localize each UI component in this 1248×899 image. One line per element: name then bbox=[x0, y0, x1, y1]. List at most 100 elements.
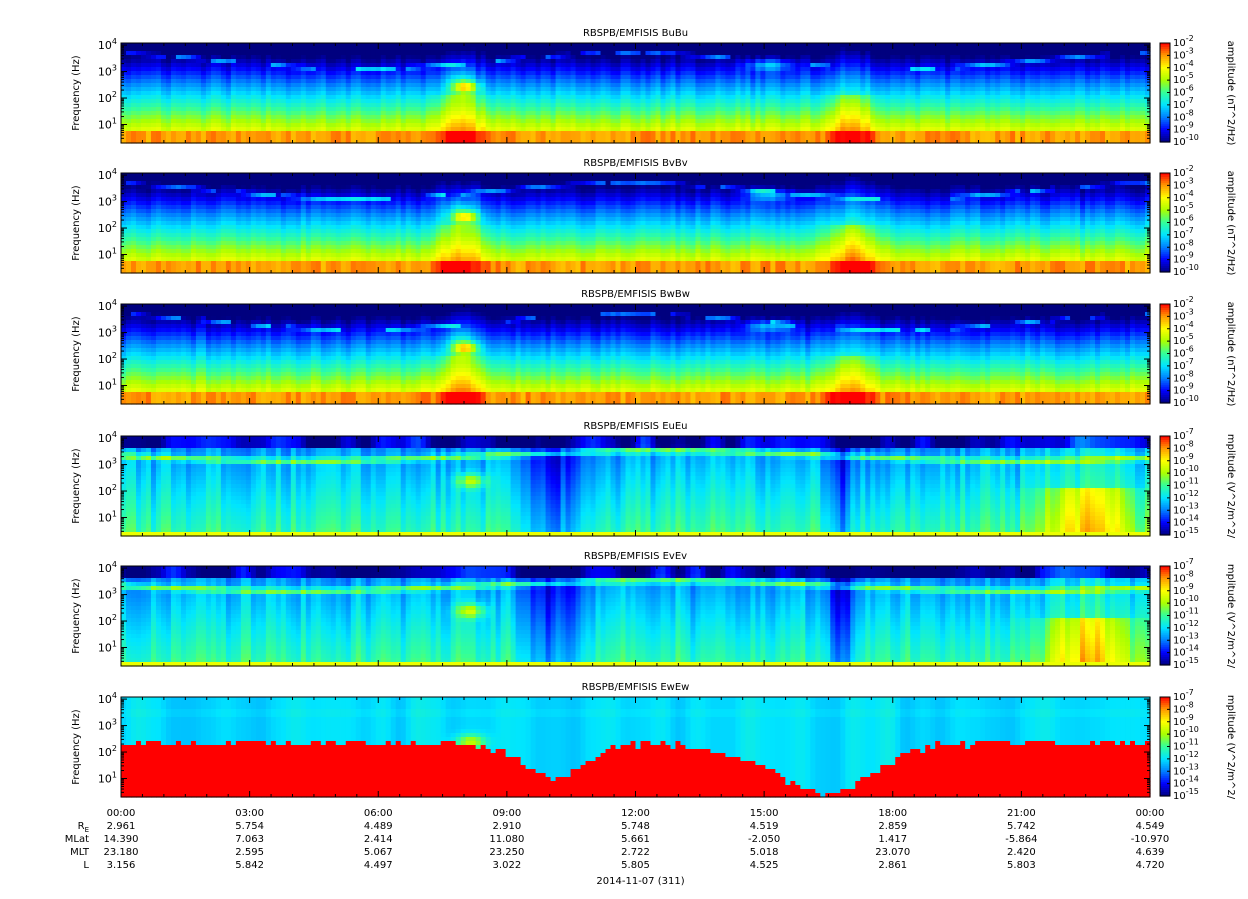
colorbar: 10-710-810-910-1010-1110-1210-1310-1410-… bbox=[1160, 427, 1236, 541]
date-label: 2014-11-07 (311) bbox=[596, 876, 684, 887]
ephemeris-value: -2.050 bbox=[748, 834, 780, 845]
y-tick-label: 101 bbox=[98, 116, 117, 131]
ephemeris-value: 2.414 bbox=[364, 834, 393, 845]
y-tick-label: 102 bbox=[98, 90, 117, 105]
ephemeris-value: 5.661 bbox=[621, 834, 650, 845]
spectrogram-panel-1: RBSPB/EMFISIS BuBu 104 103 102 101 Frequency … bbox=[71, 28, 1236, 148]
ephemeris-value: 2.861 bbox=[878, 860, 907, 871]
y-tick-label: 101 bbox=[98, 639, 117, 654]
y-tick-label: 102 bbox=[98, 351, 117, 366]
y-tick-label: 102 bbox=[98, 483, 117, 498]
ephemeris-value: 3.022 bbox=[493, 860, 522, 871]
y-tick-label: 103 bbox=[98, 457, 117, 472]
spectrogram-panel-2: RBSPB/EMFISIS BvBv104103102101Frequency … bbox=[71, 158, 1236, 278]
spectrogram-image bbox=[121, 43, 1151, 144]
ephemeris-value: 2.420 bbox=[1007, 847, 1036, 858]
ephemeris-value: 4.489 bbox=[364, 821, 393, 832]
y-axis-label: Frequency (Hz) bbox=[71, 55, 82, 131]
ephemeris-value: 5.067 bbox=[364, 847, 393, 858]
ephemeris-value: 4.497 bbox=[364, 860, 393, 871]
spectrogram-image bbox=[121, 173, 1151, 274]
x-tick-label: 15:00 bbox=[750, 808, 779, 819]
panel-title: RBSPB/EMFISIS EwEw bbox=[582, 682, 690, 693]
y-axis-label: Frequency (Hz) bbox=[71, 448, 82, 524]
ephemeris-value: 5.803 bbox=[1007, 860, 1036, 871]
ephemeris-value: 5.842 bbox=[235, 860, 264, 871]
colorbar: 10-710-810-910-1010-1110-1210-1310-1410-… bbox=[1160, 557, 1236, 671]
panel-title: RBSPB/EMFISIS BvBv bbox=[583, 158, 687, 169]
spectrogram-panel-5: RBSPB/EMFISIS EvEv 104 103 102 101 Frequency … bbox=[71, 551, 1236, 671]
colorbar-label: amplitude (nT^2/Hz) bbox=[1225, 41, 1236, 146]
ephemeris-value: 5.805 bbox=[621, 860, 650, 871]
y-tick-label: 103 bbox=[98, 718, 117, 733]
y-tick-label: 102 bbox=[98, 744, 117, 759]
colorbar: 10-210-310-410-510-610-710-810-910-10 amp… bbox=[1160, 295, 1236, 409]
ephemeris-value: 23.250 bbox=[489, 847, 524, 858]
y-tick-label: 104 bbox=[98, 691, 117, 706]
ephemeris-value: 4.525 bbox=[750, 860, 779, 871]
panel-title: RBSPB/EMFISIS EvEv bbox=[584, 551, 687, 562]
ephemeris-value: 7.063 bbox=[235, 834, 264, 845]
ephemeris-value: 2.910 bbox=[493, 821, 522, 832]
y-tick-label: 104 bbox=[98, 560, 117, 575]
x-tick-label: 00:00 bbox=[1136, 808, 1165, 819]
ephemeris-label: MLat bbox=[65, 834, 89, 845]
ephemeris-value: 1.417 bbox=[878, 834, 907, 845]
y-axis-label: Frequency (Hz) bbox=[71, 316, 82, 392]
y-axis-label: Frequency (Hz) bbox=[71, 709, 82, 785]
spectrogram-image bbox=[121, 566, 1151, 667]
colorbar-label: mplitude (V^2/m^2/ bbox=[1225, 695, 1236, 800]
y-axis-label: Frequency (Hz) bbox=[71, 578, 82, 654]
spectrogram-panel-4: RBSPB/EMFISIS EuEu 104 103 102 101 Frequency … bbox=[71, 421, 1236, 541]
y-tick-label: 103 bbox=[98, 64, 117, 79]
ephemeris-value: 4.720 bbox=[1136, 860, 1165, 871]
ephemeris-value: 5.754 bbox=[235, 821, 264, 832]
x-tick-label: 21:00 bbox=[1007, 808, 1036, 819]
spectrogram-image bbox=[121, 304, 1151, 405]
panel-title: RBSPB/EMFISIS EuEu bbox=[583, 421, 687, 432]
colorbar-label: mplitude (V^2/m^2/ bbox=[1225, 564, 1236, 669]
y-axis-label: Frequency (Hz) bbox=[71, 185, 82, 261]
y-tick-label: 101 bbox=[98, 377, 117, 392]
colorbar-label: amplitude (nT^2/Hz) bbox=[1225, 171, 1236, 276]
y-tick-label: 104 bbox=[98, 430, 117, 445]
colorbar-label: amplitude (nT^2/Hz) bbox=[1225, 302, 1236, 407]
y-tick-label: 102 bbox=[98, 613, 117, 628]
y-tick-label: 103 bbox=[98, 587, 117, 602]
colorbar: 10-210-310-410-510-610-710-810-910-10 amp… bbox=[1160, 164, 1236, 278]
ephemeris-value: 3.156 bbox=[107, 860, 136, 871]
y-tick-label: 101 bbox=[98, 246, 117, 261]
colorbar-label: mplitude (V^2/m^2/ bbox=[1225, 434, 1236, 539]
y-tick-label: 104 bbox=[98, 298, 117, 313]
ephemeris-value: -5.864 bbox=[1005, 834, 1037, 845]
y-tick-label: 101 bbox=[98, 509, 117, 524]
y-tick-label: 104 bbox=[98, 167, 117, 182]
y-tick-label: 104 bbox=[98, 37, 117, 52]
ephemeris-label: RE bbox=[78, 821, 89, 834]
spectrogram-panel-6: RBSPB/EMFISIS EwEw 104 103 102 101 Frequency … bbox=[71, 682, 1236, 802]
x-tick-label: 12:00 bbox=[621, 808, 650, 819]
spectrogram-image bbox=[121, 697, 1151, 798]
y-tick-label: 102 bbox=[98, 220, 117, 235]
ephemeris-value: 14.390 bbox=[104, 834, 139, 845]
ephemeris-value: 4.639 bbox=[1136, 847, 1165, 858]
ephemeris-value: 23.070 bbox=[875, 847, 910, 858]
y-tick-label: 101 bbox=[98, 770, 117, 785]
panel-title: RBSPB/EMFISIS BwBw bbox=[581, 289, 690, 300]
x-tick-label: 00:00 bbox=[107, 808, 136, 819]
ephemeris-value: 4.519 bbox=[750, 821, 779, 832]
ephemeris-value: 5.018 bbox=[750, 847, 779, 858]
spectrogram-image bbox=[121, 436, 1151, 537]
ephemeris-value: -10.970 bbox=[1131, 834, 1170, 845]
ephemeris-label: L bbox=[83, 860, 89, 871]
panel-title: RBSPB/EMFISIS BuBu bbox=[583, 28, 688, 39]
ephemeris-value: 11.080 bbox=[489, 834, 524, 845]
x-tick-label: 03:00 bbox=[235, 808, 264, 819]
x-tick-label: 18:00 bbox=[878, 808, 907, 819]
x-tick-label: 06:00 bbox=[364, 808, 393, 819]
ephemeris-value: 5.748 bbox=[621, 821, 650, 832]
ephemeris-value: 23.180 bbox=[104, 847, 139, 858]
ephemeris-value: 2.595 bbox=[235, 847, 264, 858]
ephemeris-value: 4.549 bbox=[1136, 821, 1165, 832]
